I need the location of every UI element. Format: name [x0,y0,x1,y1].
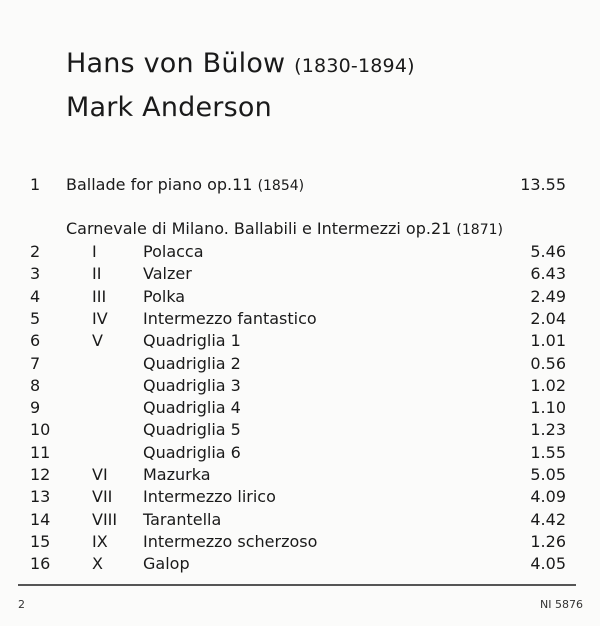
movement-number: I [92,242,97,261]
track-title: Intermezzo fantastico [143,308,317,328]
composer-heading: Hans von Bülow (1830-1894) [66,48,415,79]
track-duration: 1.23 [530,420,566,440]
track-duration: 13.55 [520,175,566,194]
track-row: 13 VII Intermezzo lirico 4.09 [0,486,600,508]
track-number: 14 [30,509,51,529]
composer-years: (1830-1894) [294,55,415,77]
track-duration: 1.55 [530,442,566,462]
track-row: 14 VIII Tarantella 4.42 [0,509,600,531]
movement-number: IX [92,531,108,551]
track-number: 11 [30,442,51,462]
track-row: 15 IX Intermezzo scherzoso 1.26 [0,531,600,553]
track-number: 5 [30,308,41,328]
divider [18,584,576,586]
movement-number: VII [92,487,113,507]
track-title: Tarantella [143,509,222,529]
performer-name: Mark Anderson [66,92,272,123]
track-number: 8 [30,375,41,395]
track-duration: 5.46 [530,242,566,261]
movement-number: VIII [92,509,118,529]
track-duration: 2.04 [530,308,566,328]
track-duration: 4.42 [530,509,566,529]
track-row: 12 VI Mazurka 5.05 [0,464,600,486]
track-number: 12 [30,465,51,484]
track-duration: 1.02 [530,375,566,395]
track-row: 11 Quadriglia 6 1.55 [0,442,600,464]
track-number: 13 [30,487,51,507]
track-title: Galop [143,554,190,574]
track-title: Quadriglia 5 [143,420,241,440]
movement-number: III [92,286,107,306]
track-number: 10 [30,420,51,440]
track-row: 5 IV Intermezzo fantastico 2.04 [0,308,600,330]
track-duration: 2.49 [530,286,566,306]
track-row: 16 X Galop 4.05 [0,553,600,575]
track-duration: 0.56 [530,353,566,373]
catalog-number: NI 5876 [540,598,583,611]
composer-name: Hans von Bülow [66,48,286,79]
track-duration: 4.05 [530,554,566,574]
track-row: 3 II Valzer 6.43 [0,263,600,285]
track-row: 1 Ballade for piano op.11 (1854) 13.55 [0,174,600,196]
page-number: 2 [18,598,25,611]
track-title: Valzer [143,264,192,284]
track-row: 8 Quadriglia 3 1.02 [0,375,600,397]
track-duration: 6.43 [530,264,566,284]
track-title: Quadriglia 6 [143,442,241,462]
track-title: Quadriglia 2 [143,353,241,373]
track-number: 16 [30,554,51,574]
track-duration: 1.10 [530,398,566,418]
track-title: Polacca [143,242,204,261]
movement-number: II [92,264,102,284]
track-title: Quadriglia 4 [143,398,241,418]
track-row: 9 Quadriglia 4 1.10 [0,397,600,419]
track-number: 3 [30,264,41,284]
track-year: (1854) [257,178,305,194]
movement-number: IV [92,308,108,328]
track-duration: 1.26 [530,531,566,551]
track-row: 2 I Polacca 5.46 [0,241,600,263]
track-number: 4 [30,286,41,306]
track-duration: 5.05 [530,465,566,484]
track-title: Intermezzo scherzoso [143,531,318,551]
track-title: Intermezzo lirico [143,487,276,507]
track-title: Polka [143,286,186,306]
track-row: 6 V Quadriglia 1 1.01 [0,330,600,352]
track-title: Quadriglia 3 [143,375,241,395]
track-number: 15 [30,531,51,551]
track-number: 6 [30,331,41,351]
track-row: 10 Quadriglia 5 1.23 [0,419,600,441]
track-title: Quadriglia 1 [143,331,241,351]
track-number: 2 [30,242,41,261]
track-number: 1 [30,175,41,194]
track-duration: 4.09 [530,487,566,507]
track-duration: 1.01 [530,331,566,351]
track-title: Ballade for piano op.11 [66,175,253,194]
work-title: Carnevale di Milano. Ballabili e Interme… [66,219,452,238]
track-title: Mazurka [143,465,211,484]
work-heading: Carnevale di Milano. Ballabili e Interme… [66,218,503,241]
track-number: 9 [30,398,41,418]
movement-number: VI [92,465,108,484]
track-row: 7 Quadriglia 2 0.56 [0,353,600,375]
track-number: 7 [30,353,41,373]
work-year: (1871) [456,222,503,238]
movement-number: X [92,554,103,574]
track-row: 4 III Polka 2.49 [0,286,600,308]
movement-number: V [92,331,103,351]
